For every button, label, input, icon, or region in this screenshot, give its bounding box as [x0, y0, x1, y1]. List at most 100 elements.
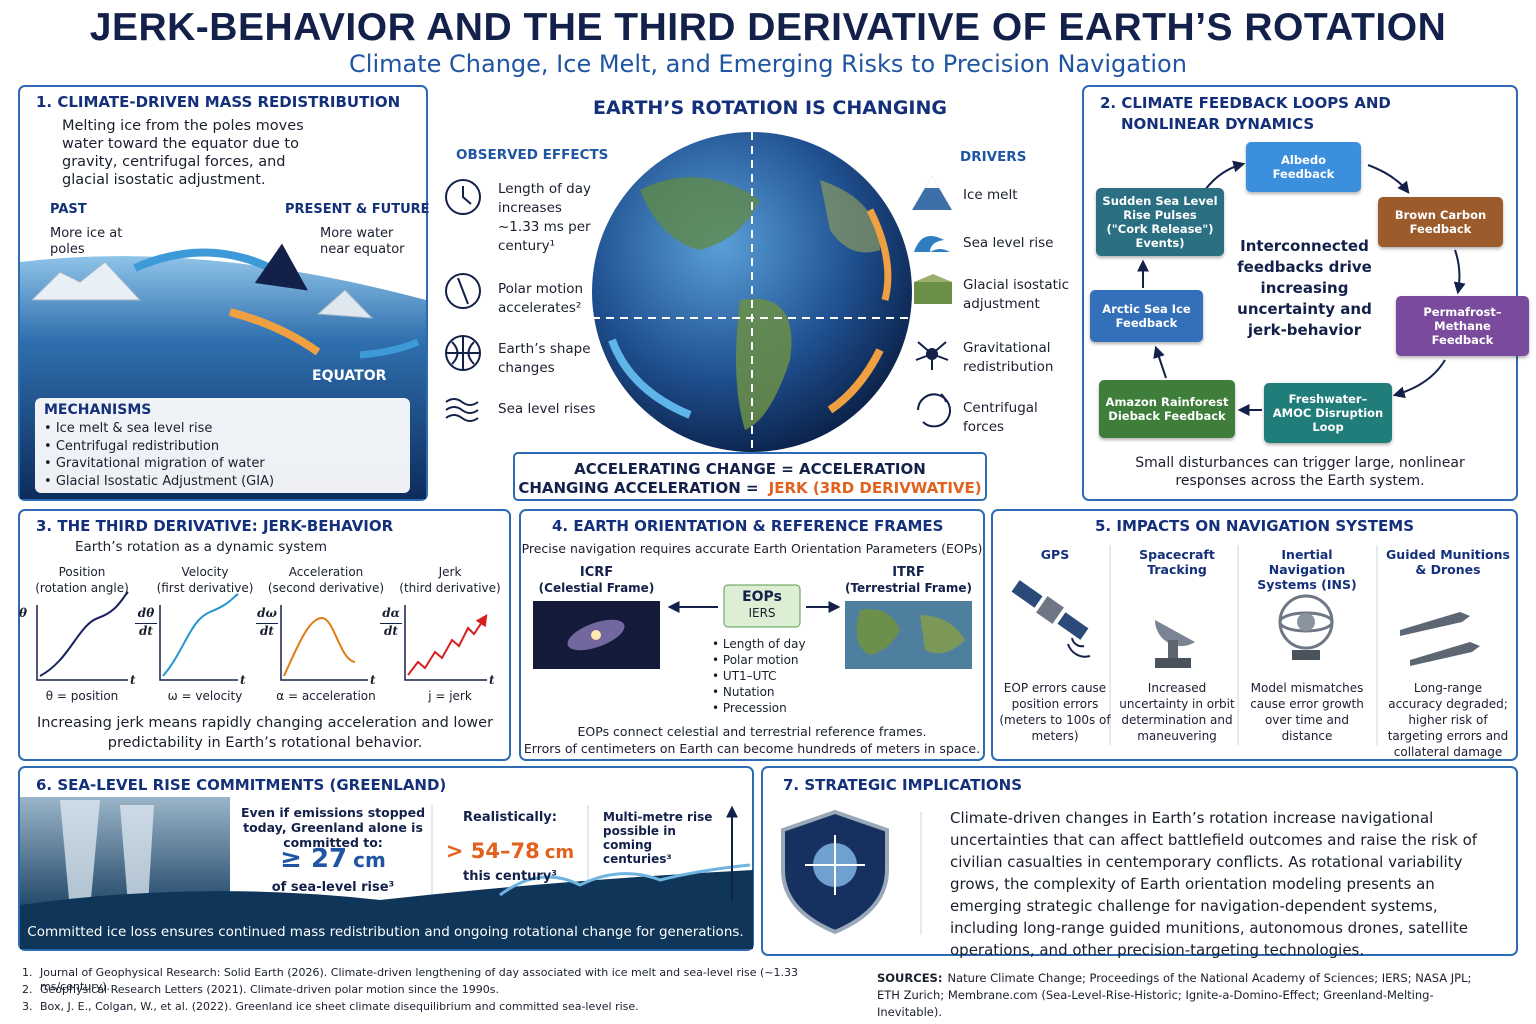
decoration	[723, 584, 801, 628]
decoration	[316, 289, 374, 319]
decoration	[1400, 612, 1480, 666]
decoration	[827, 348, 884, 414]
decoration	[1011, 580, 1089, 640]
plot-subtitle: (second derivative)	[267, 581, 385, 595]
panel-heading: 2. CLIMATE FEEDBACK LOOPS AND NONLINEAR …	[1100, 94, 1391, 133]
system-title: GPS	[1040, 547, 1070, 562]
mechanism-item: Glacial Isostatic Adjustment (GIA)	[44, 474, 404, 490]
eop-item: Precession	[712, 701, 822, 716]
system-text: Increased uncertainty in orbit determina…	[1119, 681, 1235, 743]
decoration	[228, 308, 321, 356]
decoration	[1292, 650, 1320, 660]
stat-caption: this century³	[462, 869, 557, 884]
mechanisms-title: MECHANISMS	[44, 402, 152, 418]
frame-subtitle: (Celestial Frame)	[538, 581, 655, 595]
stat-text: Even if emissions stopped today, Greenla…	[240, 805, 426, 850]
decoration	[1400, 612, 1470, 636]
decoration	[39, 591, 129, 677]
axis-label: t	[130, 673, 136, 687]
decoration	[499, 863, 751, 897]
eop-item: Polar motion	[712, 653, 822, 668]
decoration	[18, 509, 511, 761]
section-label: DRIVERS	[960, 149, 1027, 165]
decoration	[1204, 160, 1246, 191]
decoration	[914, 236, 950, 252]
label-text: More ice at poles	[50, 226, 123, 258]
mechanism-item: Ice melt & sea level rise	[44, 421, 404, 437]
decoration	[991, 509, 1518, 761]
panel-heading: 5. IMPACTS ON NAVIGATION SYSTEMS	[1095, 517, 1414, 535]
decoration	[404, 605, 487, 681]
feedback-node: Brown Carbon Feedback	[1378, 197, 1503, 247]
plot-caption: θ = position	[45, 689, 119, 703]
page-subtitle: Climate Change, Ice Melt, and Emerging R…	[349, 50, 1187, 78]
stat-number: > 54–78	[445, 839, 540, 863]
frame-title: ITRF	[892, 565, 925, 580]
decoration	[925, 176, 939, 188]
decoration	[1155, 658, 1191, 668]
axis-label: dα	[382, 606, 400, 620]
decoration	[912, 176, 952, 210]
label: PRESENT & FUTURE	[285, 202, 430, 217]
frame-subtitle: (Terrestrial Frame)	[844, 581, 973, 595]
decoration	[1036, 596, 1064, 624]
decoration	[640, 177, 760, 250]
feedback-node: Albedo Feedback	[1246, 142, 1361, 192]
stat-unit: cm	[544, 842, 575, 863]
axis-label: t	[370, 673, 376, 687]
observed-effect: Polar motion accelerates²	[498, 281, 584, 316]
decoration	[1153, 345, 1167, 379]
decoration	[608, 338, 692, 419]
observed-effect: Earth’s shape changes	[498, 341, 591, 376]
decoration	[519, 509, 985, 761]
mechanism-item: Centrifugal redistribution	[44, 439, 404, 455]
decoration	[462, 186, 472, 205]
decoration	[1168, 640, 1178, 660]
sources-text: Nature Climate Change; Proceedings of th…	[877, 971, 1472, 1019]
decoration	[36, 605, 128, 681]
axis-label: t	[240, 673, 246, 687]
decoration	[445, 398, 479, 422]
decoration	[915, 341, 949, 370]
driver: Centrifugal forces	[963, 400, 1038, 435]
stat-text: Multi-metre rise possible in coming cent…	[603, 810, 713, 866]
center-text: Interconnected feedbacks drive increasin…	[1237, 237, 1372, 339]
footnote-number: 3.	[22, 1000, 33, 1013]
axis-label: dt	[135, 623, 157, 638]
eop-item: Length of day	[712, 637, 822, 652]
feedback-node: Freshwater–AMOC Disruption Loop	[1264, 383, 1392, 443]
decoration	[359, 338, 420, 359]
panel-footer: Committed ice loss ensures continued mas…	[27, 924, 744, 940]
eops-title: EOPs	[742, 589, 782, 605]
decoration	[736, 298, 792, 430]
panel-heading: 4. EARTH ORIENTATION & REFERENCE FRAMES	[552, 517, 944, 535]
decoration	[513, 452, 987, 501]
decoration	[820, 180, 880, 253]
decoration	[917, 393, 951, 428]
panel-footer: Increasing jerk means rapidly changing a…	[36, 715, 494, 751]
decoration	[866, 208, 892, 301]
stat-number: ≥ 27	[280, 844, 348, 874]
panel-heading: 1. CLIMATE-DRIVEN MASS REDISTRIBUTION	[36, 93, 401, 111]
decoration	[1154, 620, 1195, 647]
plot-title: Velocity	[181, 565, 229, 579]
footnote-text: Journal of Geophysical Research: Solid E…	[40, 966, 799, 993]
stat-caption: of sea-level rise³	[271, 880, 395, 895]
decoration	[805, 835, 865, 895]
page-title: JERK-BEHAVIOR AND THE THIRD DERIVATIVE O…	[89, 6, 1447, 49]
axis-label: t	[489, 673, 495, 687]
decoration	[1109, 545, 1378, 745]
feedback-node: Permafrost–Methane Feedback	[1396, 296, 1529, 356]
decoration	[159, 605, 238, 681]
plot-subtitle: (first derivative)	[156, 581, 254, 595]
decoration	[1067, 637, 1091, 658]
system-title: Spacecraft Tracking	[1139, 547, 1215, 577]
frame-title: ICRF	[579, 565, 614, 580]
sources-label: SOURCES:	[877, 971, 943, 985]
sources: SOURCES: Nature Climate Change; Proceedin…	[877, 970, 1497, 1021]
section-label: OBSERVED EFFECTS	[456, 147, 609, 163]
decoration	[1410, 642, 1480, 666]
panel-heading: 3. THE THIRD DERIVATIVE: JERK-BEHAVIOR	[36, 517, 394, 535]
footnote-number: 1.	[22, 966, 33, 979]
